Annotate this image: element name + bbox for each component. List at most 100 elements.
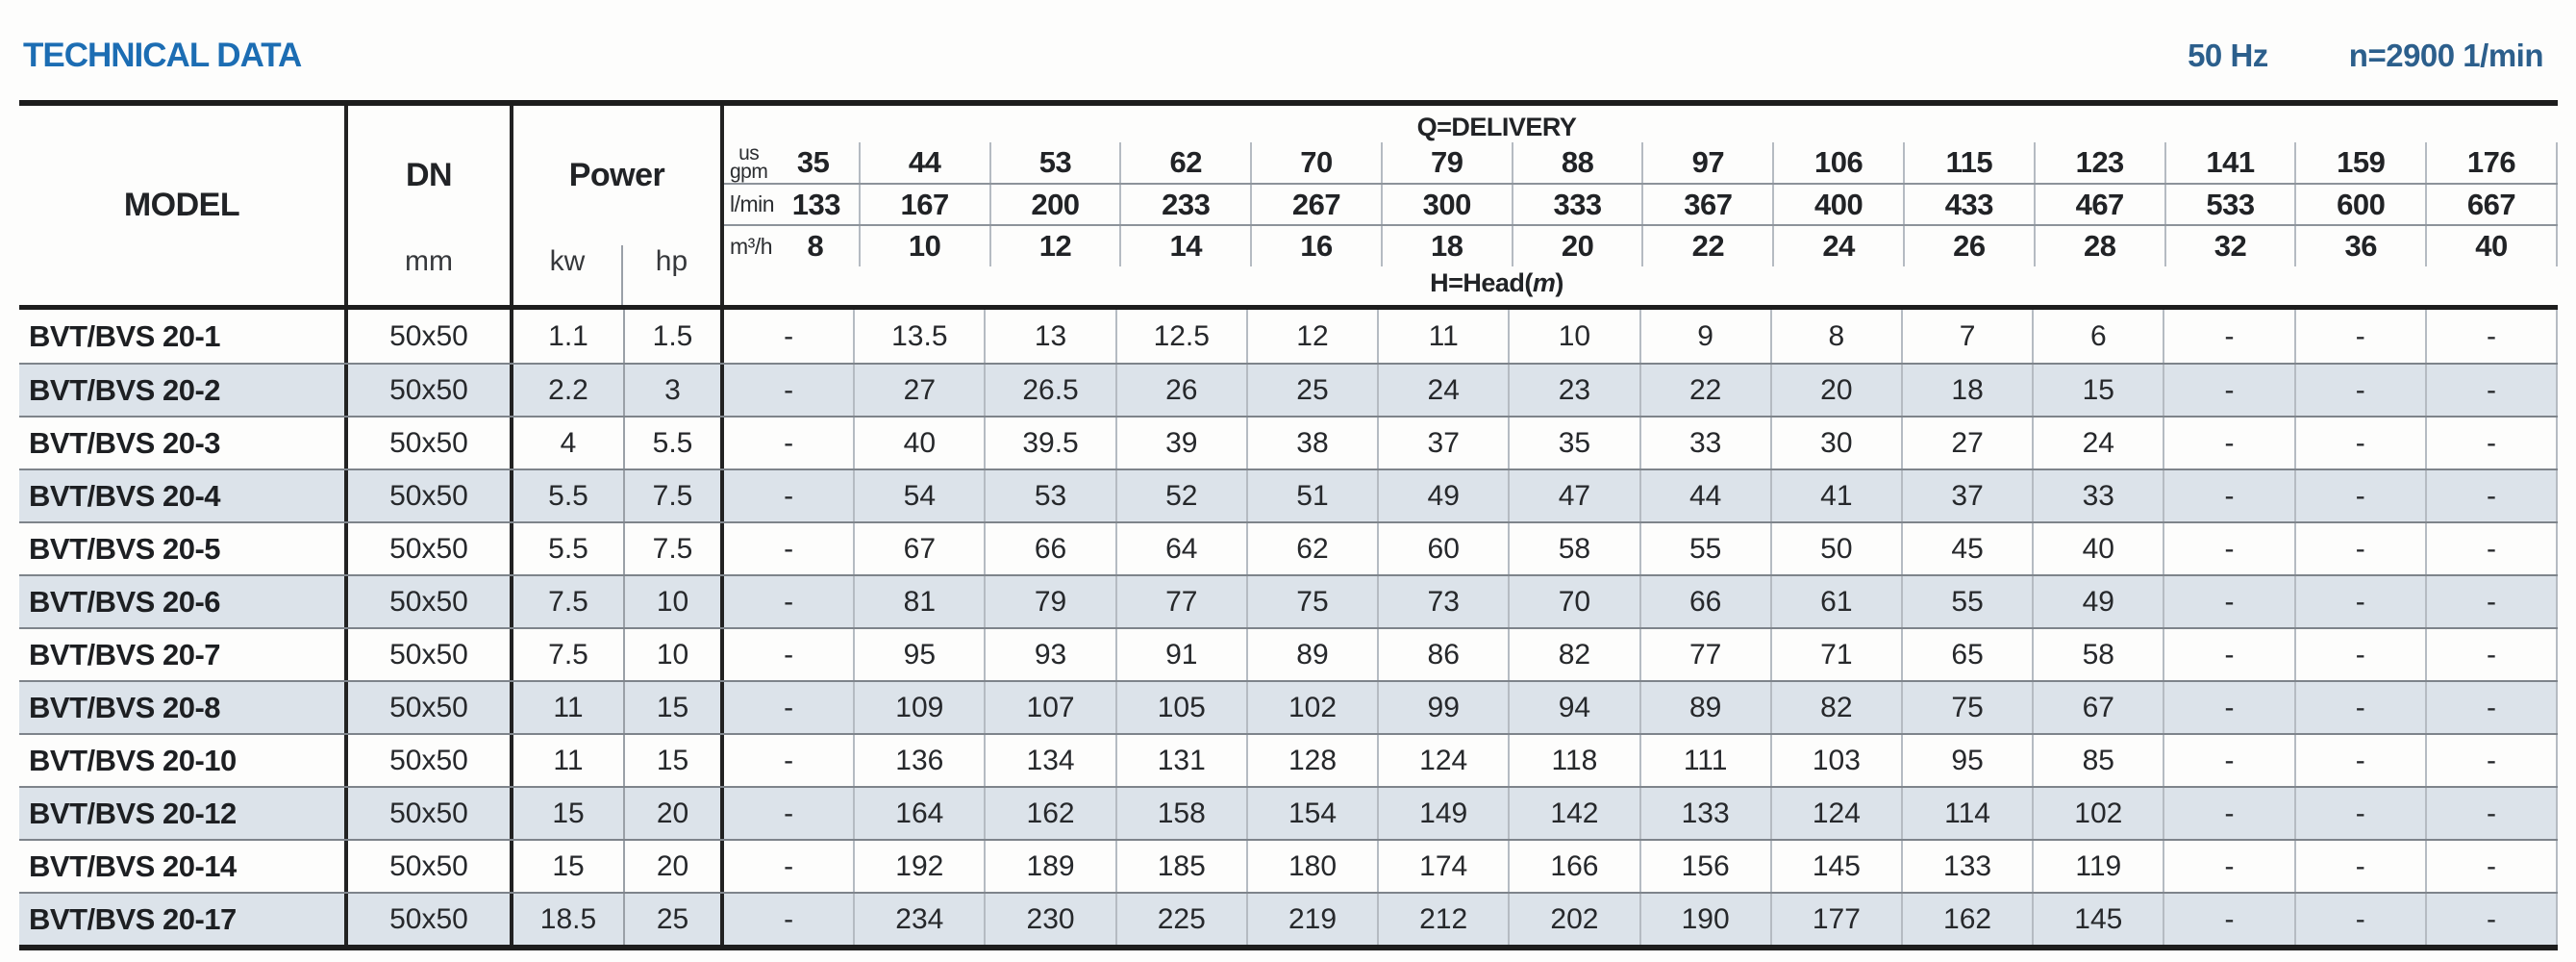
head-value-cell: - — [2296, 735, 2427, 786]
head-value-cell: - — [2427, 841, 2559, 892]
head-value-cell: 73 — [1379, 576, 1511, 627]
head-value-cell: 49 — [1379, 470, 1511, 521]
head-value-cell: 145 — [2034, 894, 2165, 945]
head-value-cell: - — [2296, 894, 2427, 945]
head-value-cell: 49 — [2034, 576, 2165, 627]
dn-cell: 50x50 — [348, 576, 513, 627]
head-value-cell: 119 — [2034, 841, 2165, 892]
head-value-cell: - — [2164, 470, 2296, 521]
head-value-cell: 192 — [855, 841, 987, 892]
head-value-cell: 79 — [986, 576, 1117, 627]
head-value-cell: 154 — [1248, 788, 1380, 839]
delivery-header-value: 79 — [1383, 142, 1513, 183]
head-value-cell: 118 — [1510, 735, 1641, 786]
head-value-cell: 41 — [1772, 470, 1903, 521]
head-value-cell: - — [2164, 735, 2296, 786]
head-value-cell: 91 — [1117, 629, 1248, 680]
head-value-cell: 37 — [1379, 418, 1511, 468]
head-value-cell: - — [2164, 841, 2296, 892]
head-value-cell: 85 — [2034, 735, 2165, 786]
delivery-header-value: 28 — [2036, 226, 2166, 267]
head-value-cell: 27 — [855, 365, 987, 416]
head-value-cell: 234 — [855, 894, 987, 945]
table-row: BVT/BVS 20-2 50x50 2.2 3-27 26.5 26 25 24 23 22 20… — [19, 363, 2559, 416]
head-value-cell: 20 — [1772, 365, 1903, 416]
head-value-cell: - — [2296, 310, 2427, 363]
power-kw-unit-label: kw — [513, 244, 623, 305]
title-right-group: 50 Hz n=2900 1/min — [2188, 38, 2543, 74]
head-value-cell: 7 — [1903, 310, 2035, 363]
head-value-cell: 102 — [2034, 788, 2165, 839]
delivery-unit-cell: us gpm 35 — [724, 142, 861, 183]
kw-cell: 1.1 — [513, 310, 625, 363]
delivery-header-value: 433 — [1905, 184, 2036, 225]
delivery-header-value: 233 — [1121, 184, 1253, 225]
head-value-cell: 66 — [986, 523, 1117, 574]
kw-cell: 11 — [513, 735, 625, 786]
head-value-cell: 62 — [1248, 523, 1380, 574]
delivery-header-value: 115 — [1905, 142, 2036, 183]
power-column-header: Power kw hp — [513, 106, 724, 305]
delivery-header-value: 32 — [2166, 226, 2297, 267]
delivery-header-value: 159 — [2296, 142, 2428, 183]
head-value-cell: - — [724, 310, 856, 363]
speed-label: n=2900 1/min — [2348, 38, 2544, 73]
head-value-cell: 24 — [1379, 365, 1511, 416]
head-value-cell: - — [724, 788, 856, 839]
head-value-cell: 174 — [1379, 841, 1511, 892]
head-value-cell: - — [2427, 470, 2559, 521]
head-value-cell: 67 — [2034, 682, 2165, 733]
kw-cell: 4 — [513, 418, 625, 468]
head-value-cell: 225 — [1117, 894, 1248, 945]
head-value-cell: 94 — [1510, 682, 1641, 733]
head-value-cell: - — [724, 418, 856, 468]
model-cell: BVT/BVS 20-10 — [19, 735, 348, 786]
head-value-cell: 40 — [855, 418, 987, 468]
head-value-cell: 162 — [986, 788, 1117, 839]
kw-cell: 2.2 — [513, 365, 625, 416]
head-value-cell: 133 — [1641, 788, 1772, 839]
model-cell: BVT/BVS 20-8 — [19, 682, 348, 733]
head-value-cell: 202 — [1510, 894, 1641, 945]
head-value-cell: 77 — [1641, 629, 1772, 680]
head-value-cell: 23 — [1510, 365, 1641, 416]
table-row: BVT/BVS 20-1 50x50 1.1 1.5-13.5 13 12.5 12 11 10… — [19, 310, 2559, 363]
head-value-cell: 219 — [1248, 894, 1380, 945]
delivery-header-value: 12 — [991, 226, 1122, 267]
head-value-cell: 6 — [2034, 310, 2165, 363]
head-value-cell: 67 — [855, 523, 987, 574]
delivery-header-value: 667 — [2427, 184, 2558, 225]
head-value-cell: 8 — [1772, 310, 1903, 363]
delivery-header-value: 20 — [1513, 226, 1644, 267]
delivery-header-value: 133 — [791, 187, 841, 221]
dn-cell: 50x50 — [348, 735, 513, 786]
head-value-cell: 145 — [1772, 841, 1903, 892]
head-value-cell: - — [724, 629, 856, 680]
head-value-cell: 212 — [1379, 894, 1511, 945]
dn-cell: 50x50 — [348, 788, 513, 839]
head-value-cell: 128 — [1248, 735, 1380, 786]
hp-cell: 10 — [625, 576, 724, 627]
head-value-cell: - — [2164, 418, 2296, 468]
head-value-cell: 81 — [855, 576, 987, 627]
head-value-cell: 180 — [1248, 841, 1380, 892]
page-title: TECHNICAL DATA — [23, 37, 302, 74]
head-value-cell: - — [2296, 523, 2427, 574]
head-value-cell: 111 — [1641, 735, 1772, 786]
head-value-cell: - — [2427, 310, 2559, 363]
head-value-cell: 12.5 — [1117, 310, 1248, 363]
kw-cell: 11 — [513, 682, 625, 733]
head-value-cell: 95 — [855, 629, 987, 680]
head-value-cell: 11 — [1379, 310, 1511, 363]
head-value-cell: - — [2164, 576, 2296, 627]
dn-cell: 50x50 — [348, 682, 513, 733]
head-value-cell: 177 — [1772, 894, 1903, 945]
kw-cell: 7.5 — [513, 576, 625, 627]
delivery-header-value: 40 — [2427, 226, 2558, 267]
technical-data-table: MODEL DN mm Power kw hp Q=DELIVERY us gpm… — [19, 100, 2559, 950]
head-value-cell: 26.5 — [986, 365, 1117, 416]
head-value-cell: 9 — [1641, 310, 1772, 363]
head-value-cell: 86 — [1379, 629, 1511, 680]
head-value-cell: 75 — [1248, 576, 1380, 627]
delivery-header-value: 367 — [1643, 184, 1775, 225]
